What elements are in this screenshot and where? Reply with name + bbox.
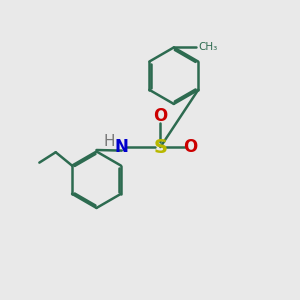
Text: CH₃: CH₃ [198,43,218,52]
Text: O: O [153,107,167,125]
Text: N: N [115,138,129,156]
Text: O: O [183,138,197,156]
Text: H: H [103,134,115,149]
Text: S: S [153,137,167,157]
